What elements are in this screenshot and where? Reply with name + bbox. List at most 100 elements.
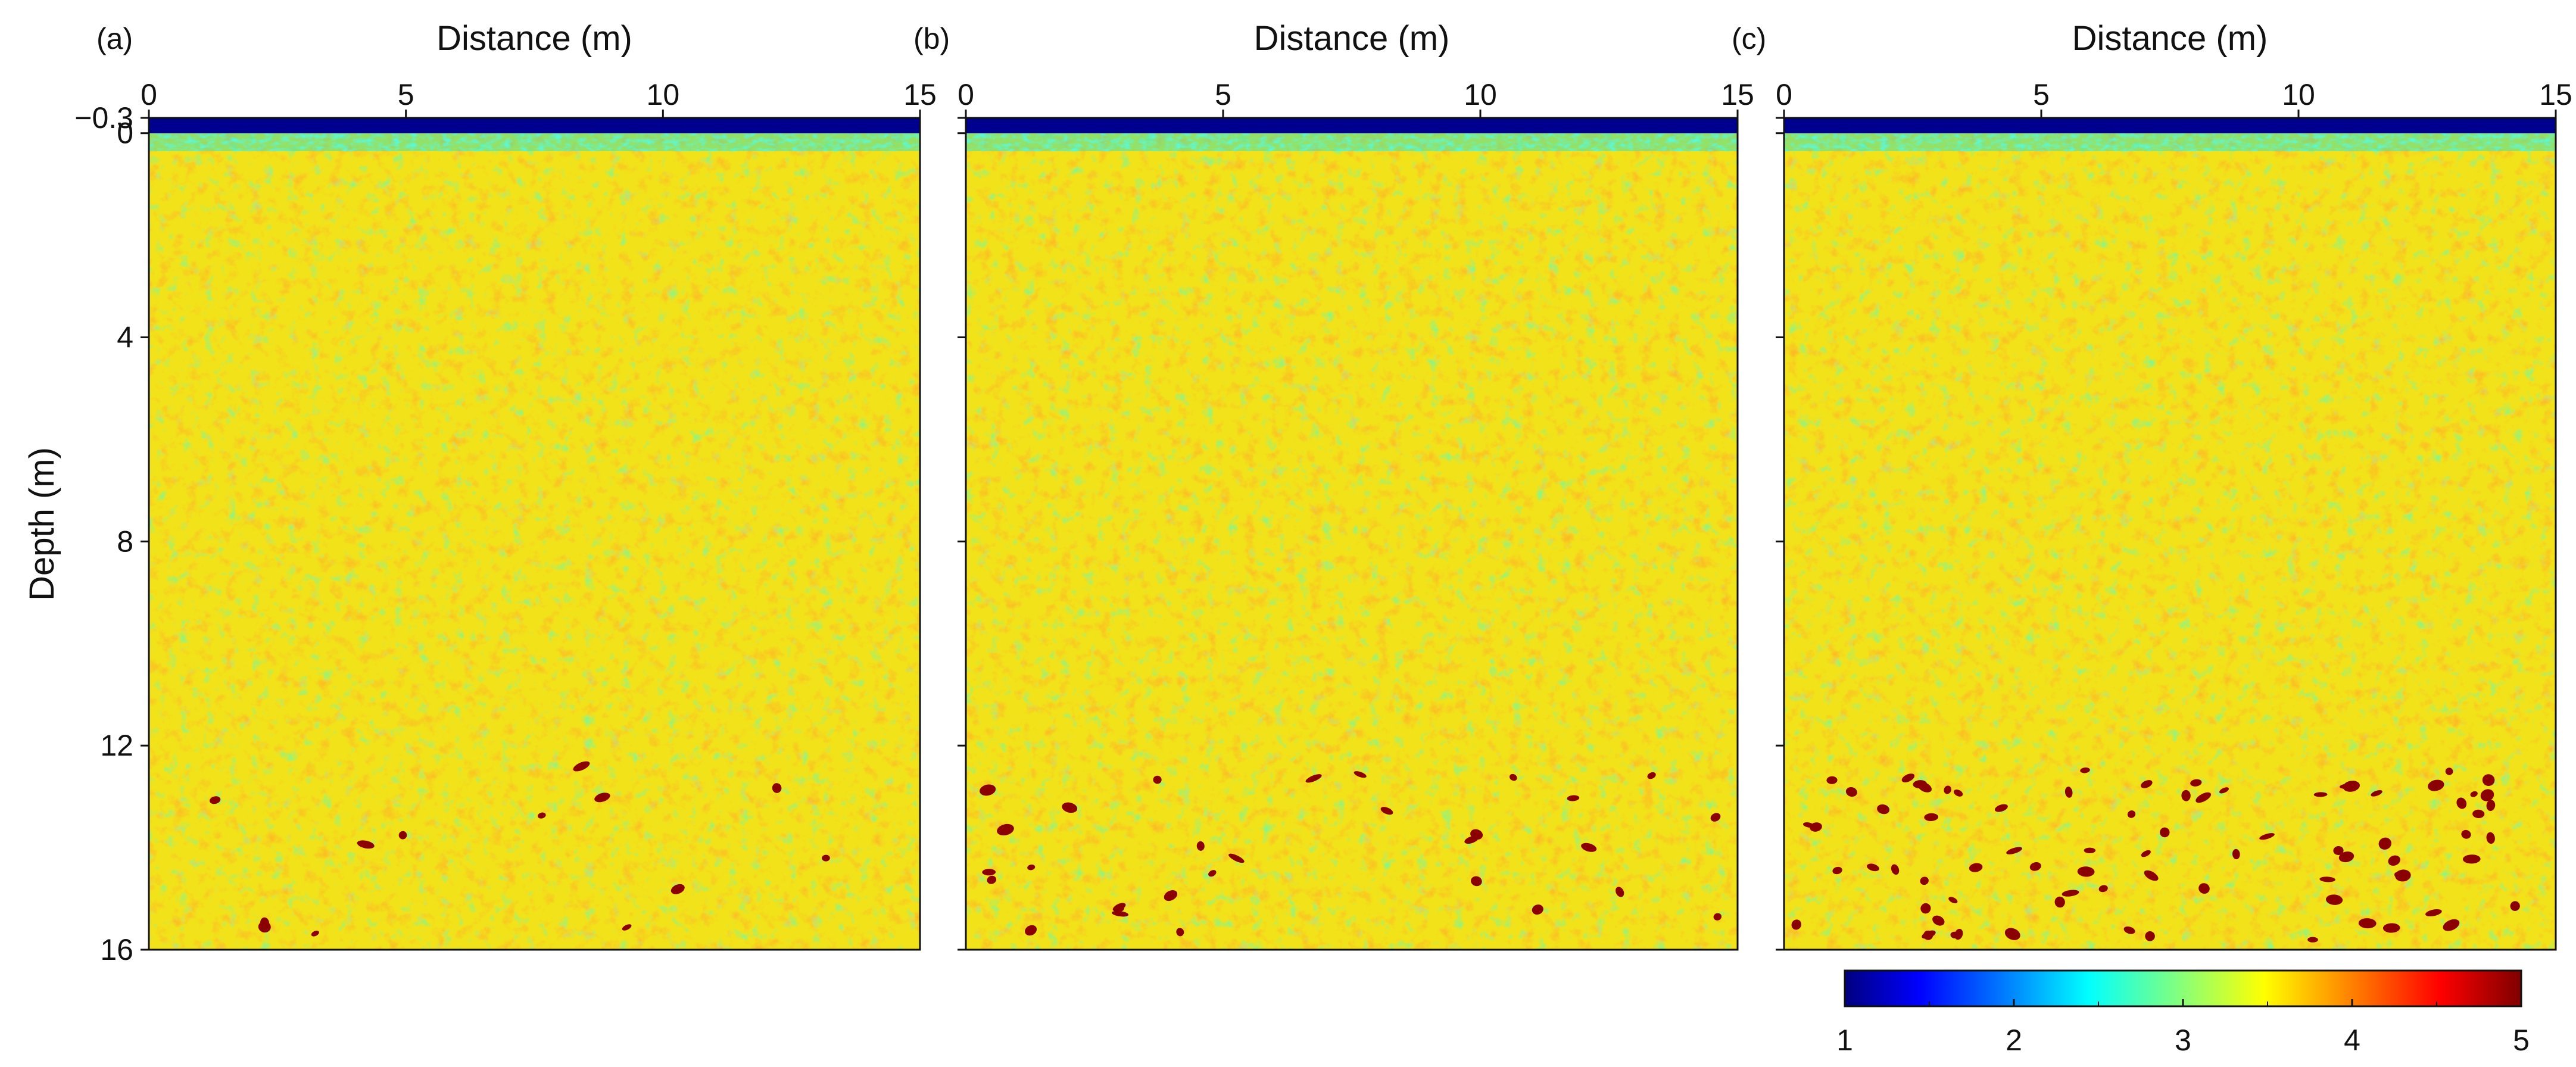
inclusion-point xyxy=(2054,896,2065,908)
inclusion-point xyxy=(2388,855,2400,866)
colorbar-tick-label: 1 xyxy=(1836,1024,1853,1057)
inclusion-point xyxy=(2160,827,2170,838)
x-tick-label: 10 xyxy=(647,78,680,111)
inclusion-point xyxy=(357,840,375,849)
inclusion-point xyxy=(1208,870,1217,877)
inclusion-point xyxy=(2338,851,2354,863)
x-axis-label: Distance (m) xyxy=(436,19,632,58)
y-tick-label: 8 xyxy=(117,525,133,558)
x-tick-label: 10 xyxy=(1464,78,1497,111)
inclusion-point xyxy=(2425,909,2442,917)
inclusion-point xyxy=(2371,790,2382,797)
heatmap-texture xyxy=(966,133,1738,950)
inclusion-point xyxy=(1153,775,1162,784)
inclusion-point xyxy=(2144,870,2159,881)
x-tick-label: 0 xyxy=(958,78,974,111)
inclusion-point xyxy=(1924,813,1939,822)
inclusion-point xyxy=(2428,779,2444,791)
plot-frame xyxy=(965,117,1739,951)
inclusion-point xyxy=(2080,767,2090,773)
inclusion-point xyxy=(1948,897,1958,904)
inclusion-point xyxy=(1509,773,1517,781)
colorbar: 1 2 3 4 5 xyxy=(1836,969,2530,1057)
surface-transition-texture xyxy=(149,133,920,151)
inclusion-point xyxy=(2463,854,2481,864)
inclusion-point xyxy=(980,784,996,796)
surface-layer xyxy=(149,118,920,133)
inclusion-point xyxy=(1532,904,1543,915)
surface-layer xyxy=(966,118,1738,133)
inclusion-point xyxy=(209,796,221,804)
plot-frame xyxy=(148,117,921,951)
inclusion-point xyxy=(1027,865,1036,871)
inclusion-point xyxy=(2319,876,2335,882)
inclusion-point xyxy=(1920,876,1929,885)
x-tick-label: 15 xyxy=(903,78,937,111)
y-tick-label: 0 xyxy=(117,117,133,150)
inclusion-point xyxy=(2486,832,2495,844)
inclusion-point xyxy=(2029,862,2041,871)
inclusion-point xyxy=(594,793,610,803)
inclusion-point xyxy=(1791,919,1802,930)
surface-transition-texture xyxy=(966,133,1738,151)
x-tick-label: 5 xyxy=(398,78,414,111)
inclusion-point xyxy=(1877,804,1890,815)
inclusion-point xyxy=(822,854,830,862)
inclusion-point xyxy=(2470,791,2478,797)
plot-frame xyxy=(1783,117,2557,951)
inclusion-point xyxy=(1112,910,1129,917)
inclusion-point xyxy=(1867,863,1879,872)
inclusion-point xyxy=(1176,928,1184,937)
inclusion-point xyxy=(1920,903,1931,914)
inclusion-point xyxy=(1305,774,1322,783)
inclusion-point xyxy=(1647,772,1656,779)
x-tick-label: 15 xyxy=(1721,78,1754,111)
colorbar-tick-label: 5 xyxy=(2513,1024,2530,1057)
inclusion-point xyxy=(772,783,782,793)
inclusion-point xyxy=(2141,780,2153,788)
panel-label: (b) xyxy=(913,22,950,55)
x-tick-label: 5 xyxy=(2033,78,2050,111)
inclusion-point xyxy=(2394,872,2409,881)
inclusion-point xyxy=(2190,779,2202,787)
inclusion-point xyxy=(2461,829,2471,839)
heatmap-texture xyxy=(1784,133,2556,950)
inclusion-point xyxy=(2307,937,2318,943)
inclusion-point xyxy=(1115,904,1124,912)
panel-a: 0 5 10 15 −0.30 4 8 12 16 Distance (m) (a) Depth (m… xyxy=(23,19,937,966)
inclusion-point xyxy=(2145,931,2155,941)
inclusion-point xyxy=(311,930,319,937)
inclusion-point xyxy=(1901,773,1915,782)
inclusion-point xyxy=(987,875,997,884)
inclusion-point xyxy=(1470,829,1483,840)
inclusion-point xyxy=(1228,853,1245,863)
inclusion-point xyxy=(1616,887,1624,897)
inclusion-point xyxy=(982,869,996,876)
inclusion-point xyxy=(2472,809,2485,819)
inclusion-point xyxy=(2445,768,2453,775)
inclusion-point xyxy=(1994,804,2008,812)
inclusion-point xyxy=(2181,790,2191,801)
inclusion-point xyxy=(1832,866,1842,875)
heatmap-texture xyxy=(149,133,920,950)
inclusion-point xyxy=(1196,841,1205,851)
colorbar-tick-label: 4 xyxy=(2344,1024,2360,1057)
inclusion-point xyxy=(1932,915,1945,926)
inclusion-point xyxy=(538,812,546,819)
inclusion-point xyxy=(1950,931,1959,939)
surface-transition-texture xyxy=(1784,133,2556,151)
inclusion-point xyxy=(2333,846,2344,856)
x-axis-label: Distance (m) xyxy=(2072,19,2268,58)
inclusion-point xyxy=(2062,890,2079,897)
inclusion-point xyxy=(2219,787,2229,794)
panel-label: (c) xyxy=(1732,22,1766,55)
inclusion-point xyxy=(2004,928,2020,940)
x-tick-label: 0 xyxy=(141,78,157,111)
x-tick-label: 15 xyxy=(2539,78,2572,111)
inclusion-point xyxy=(2127,810,2136,818)
inclusion-point xyxy=(1025,925,1037,936)
inclusion-point xyxy=(1922,930,1936,939)
inclusion-point xyxy=(2006,847,2023,854)
y-tick-label: 12 xyxy=(100,729,133,762)
